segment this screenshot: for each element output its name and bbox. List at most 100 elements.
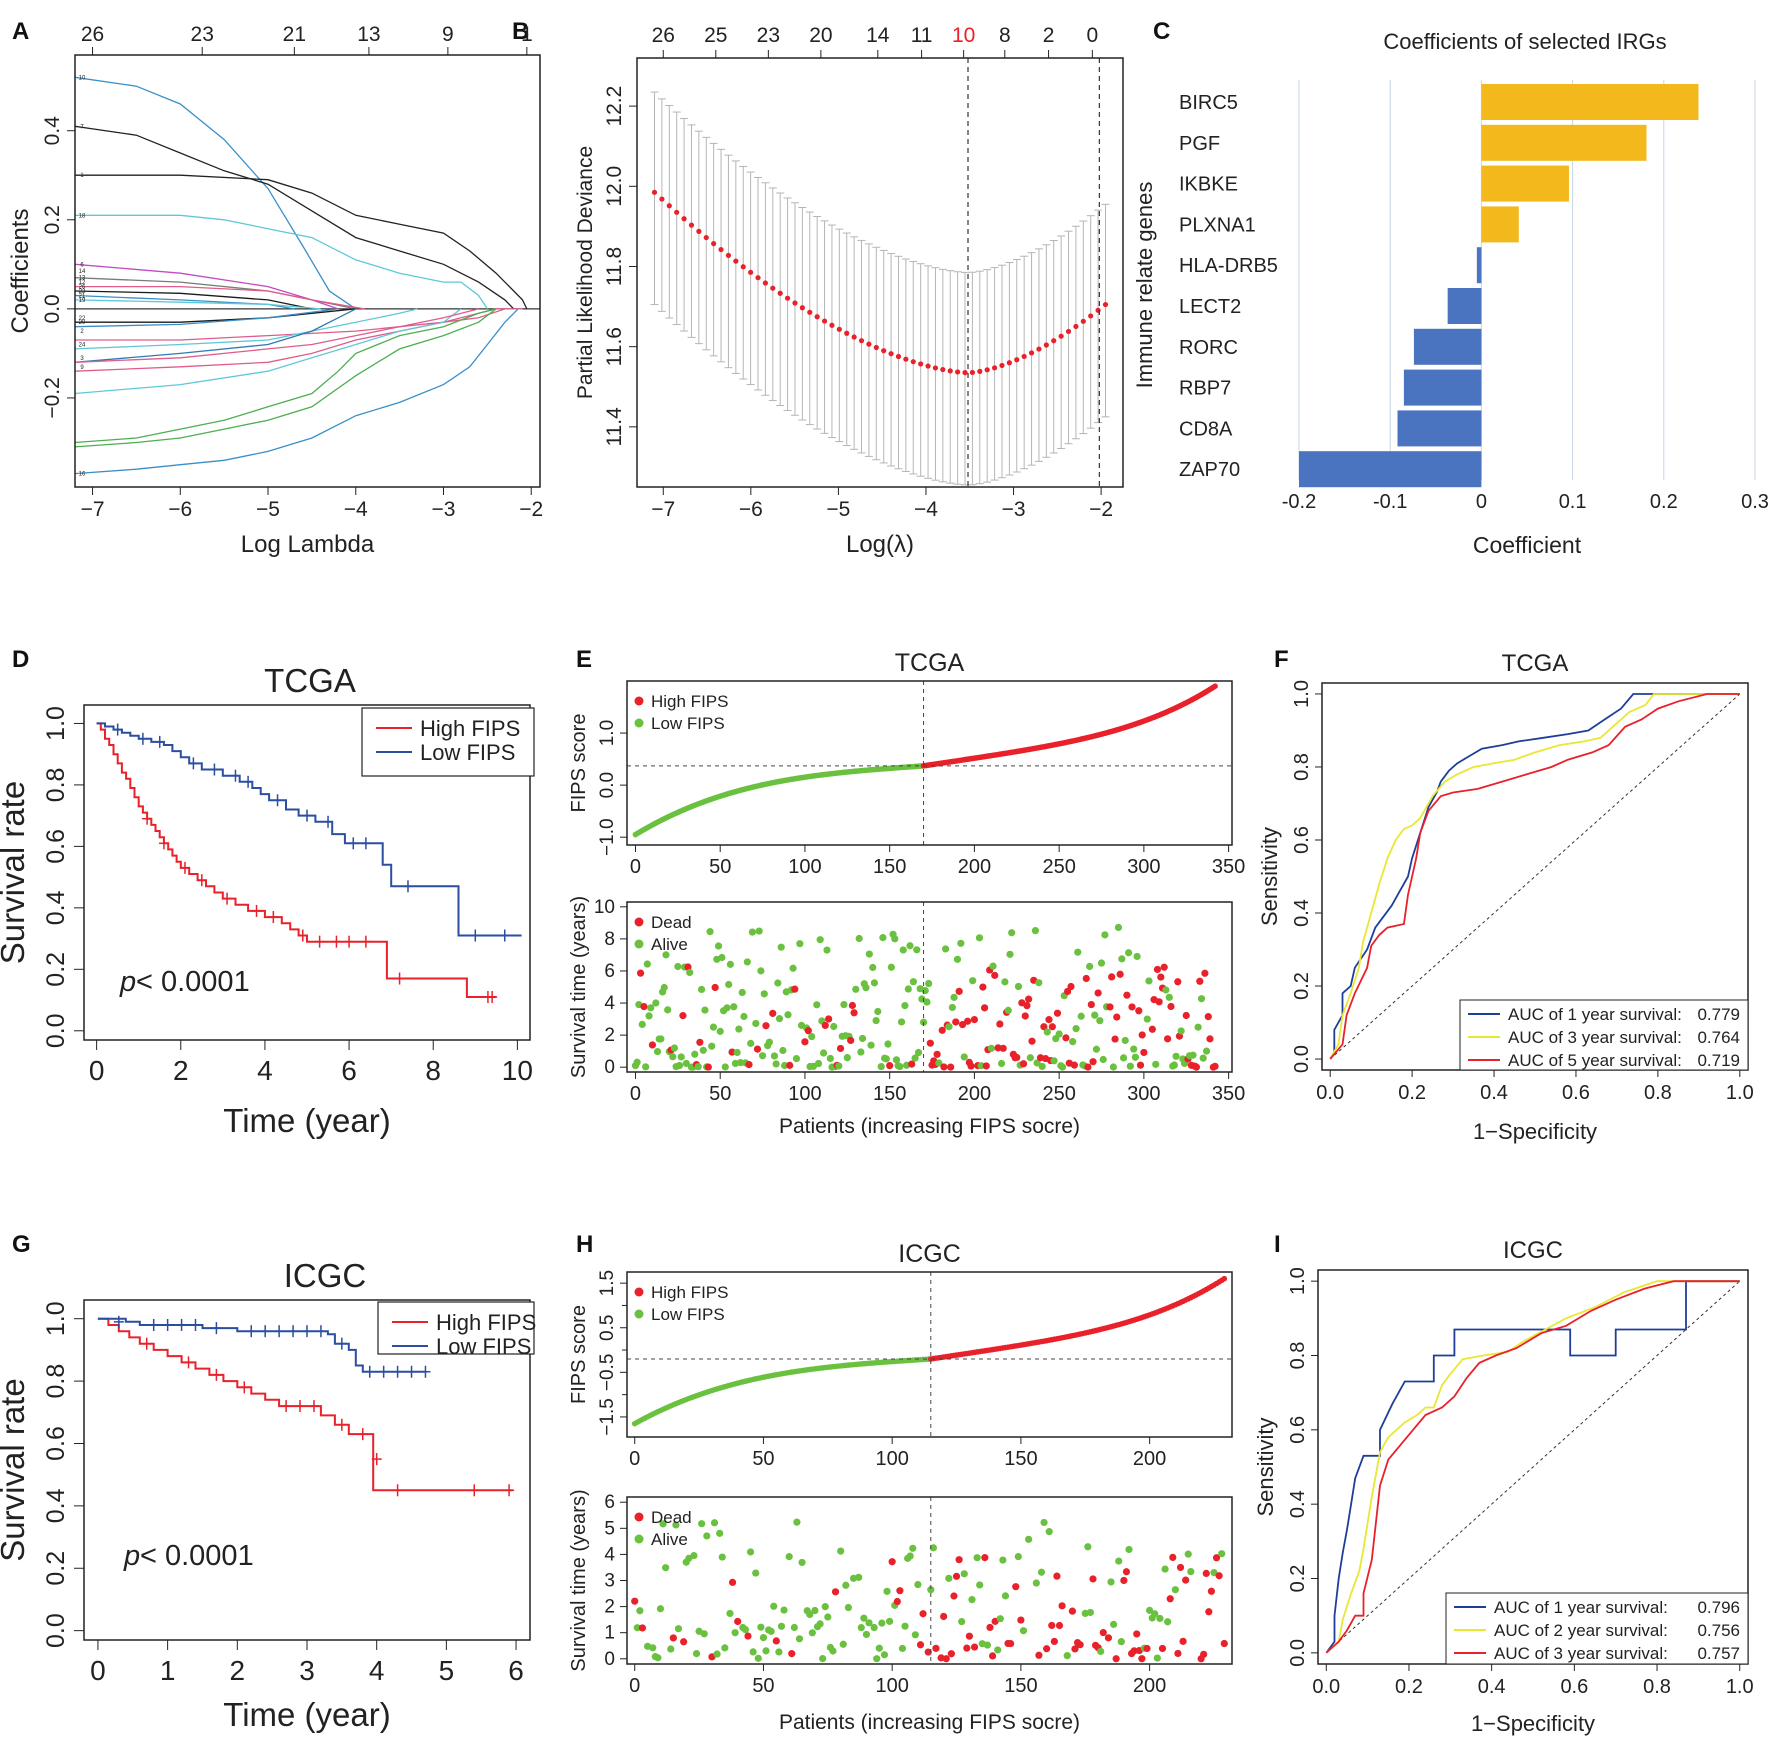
i-x-tick-label: 0.6 — [1560, 1676, 1588, 1698]
b-deviance-point — [792, 300, 798, 306]
h-survival-point — [1115, 1557, 1123, 1565]
h-survival-point — [1017, 1616, 1025, 1624]
g-x-tick-label: 0 — [90, 1655, 106, 1686]
a-coef-path — [74, 290, 313, 310]
h-survival-point — [999, 1556, 1007, 1564]
b-deviance-point — [674, 209, 680, 215]
h-survival-point — [1156, 1614, 1164, 1623]
c-gene-label: HLA-DRB5 — [1179, 255, 1278, 277]
e-survival-point — [840, 1000, 848, 1009]
d-y-tick-label: 0.4 — [42, 890, 70, 925]
e-bottom-x-tick-label: 200 — [958, 1083, 991, 1105]
e-survival-point — [740, 1012, 748, 1021]
e-survival-point — [964, 1017, 972, 1025]
e-survival-point — [701, 1006, 709, 1014]
h-survival-point — [873, 1655, 881, 1663]
e-survival-point — [777, 943, 785, 951]
h-survival-point — [906, 1552, 914, 1560]
h-survival-point — [924, 1648, 932, 1656]
f-roc-curve — [1329, 693, 1740, 1060]
e-score-y-tick-label: 1.0 — [597, 720, 618, 746]
b-deviance-point — [844, 330, 850, 336]
e-survival-point — [679, 1012, 687, 1020]
f-legend-label: AUC of 1 year survival: — [1508, 1005, 1682, 1024]
i-legend-label: AUC of 3 year survival: — [1494, 1644, 1668, 1663]
e-x-axis-title: Patients (increasing FIPS socre) — [779, 1115, 1080, 1138]
i-y-tick-label: 0.6 — [1287, 1416, 1309, 1444]
h-survival-point — [860, 1614, 868, 1622]
h-bottom-x-tick-label: 100 — [875, 1675, 908, 1697]
d-x-tick-label: 4 — [257, 1055, 273, 1086]
e-survival-point — [821, 1021, 829, 1030]
e-survival-point — [1028, 1037, 1036, 1045]
h-survival-point — [1138, 1655, 1146, 1663]
e-survival-point — [716, 1027, 724, 1035]
h-survival-point — [914, 1580, 922, 1589]
d-y-tick-label: 0.0 — [42, 1013, 70, 1048]
e-survival-point — [1089, 1058, 1097, 1066]
e-survival-point — [886, 1062, 894, 1070]
h-survival-point — [744, 1632, 752, 1640]
a-x-tick-label: −5 — [256, 498, 280, 521]
e-survival-point — [997, 1059, 1006, 1068]
h-survival-point — [1205, 1608, 1213, 1616]
d-p-symbol: p — [119, 966, 136, 998]
a-path-index-label: 9 — [80, 365, 84, 371]
e-score-frame — [626, 680, 1233, 846]
e-survival-point — [879, 934, 887, 942]
c-bar-rorc — [1413, 328, 1482, 365]
h-survival-point — [986, 1623, 994, 1632]
h-survival-point — [883, 1587, 891, 1595]
b-x-tick-label: −4 — [914, 498, 938, 521]
c-y-axis-title: Immune relate genes — [1132, 182, 1157, 389]
e-survival-point — [755, 927, 763, 935]
h-survival-point — [636, 1607, 644, 1615]
e-survival-point — [955, 987, 963, 995]
h-survival-y-tick-label: 3 — [604, 1571, 615, 1592]
g-y-tick-label: 0.8 — [42, 1364, 70, 1399]
e-survival-point — [684, 963, 692, 971]
h-survival-point — [752, 1569, 760, 1577]
c-bar-lect2 — [1447, 288, 1482, 324]
e-survival-point — [855, 934, 863, 943]
e-survival-point — [1162, 986, 1170, 994]
c-bar-pgf — [1481, 124, 1647, 161]
e-survival-point — [772, 1060, 780, 1068]
h-survival-point — [960, 1570, 968, 1578]
e-survival-point — [970, 1016, 979, 1024]
d-y-tick-label: 1.0 — [42, 706, 70, 741]
e-survival-point — [1133, 952, 1141, 961]
e-survival-point — [1055, 1030, 1063, 1038]
b-deviance-point — [1051, 338, 1057, 344]
b-deviance-point — [1102, 301, 1109, 308]
h-survival-point — [870, 1623, 878, 1632]
e-survival-point — [975, 934, 984, 942]
e-legend-dot — [634, 917, 644, 927]
e-survival-point — [725, 980, 733, 989]
b-deviance-point — [873, 344, 879, 351]
e-survival-point — [1074, 948, 1082, 956]
d-legend-label: Low FIPS — [420, 740, 515, 765]
f-y-tick-label: 0.6 — [1291, 826, 1313, 854]
h-survival-point — [1037, 1568, 1046, 1576]
h-survival-point — [1151, 1610, 1159, 1618]
h-survival-point — [638, 1624, 647, 1632]
b-deviance-point — [1088, 313, 1094, 319]
a-path-index-label: 21 — [79, 293, 86, 299]
e-survival-point — [914, 1048, 923, 1057]
b-deviance-point — [1058, 333, 1064, 339]
b-top-label: 8 — [999, 24, 1011, 47]
h-survival-point — [785, 1553, 793, 1561]
e-survival-point — [1119, 1054, 1128, 1062]
b-deviance-point — [925, 363, 931, 369]
h-survival-point — [780, 1606, 788, 1614]
e-survival-point — [1153, 965, 1162, 974]
h-survival-point — [1048, 1621, 1056, 1630]
h-survival-point — [1133, 1630, 1141, 1638]
h-survival-point — [824, 1613, 832, 1621]
h-survival-point — [1161, 1565, 1169, 1573]
b-deviance-point — [895, 353, 902, 360]
c-gene-label: IKBKE — [1179, 174, 1238, 196]
e-bottom-x-tick-label: 150 — [873, 1083, 906, 1105]
c-x-tick-label: -0.1 — [1373, 491, 1407, 513]
